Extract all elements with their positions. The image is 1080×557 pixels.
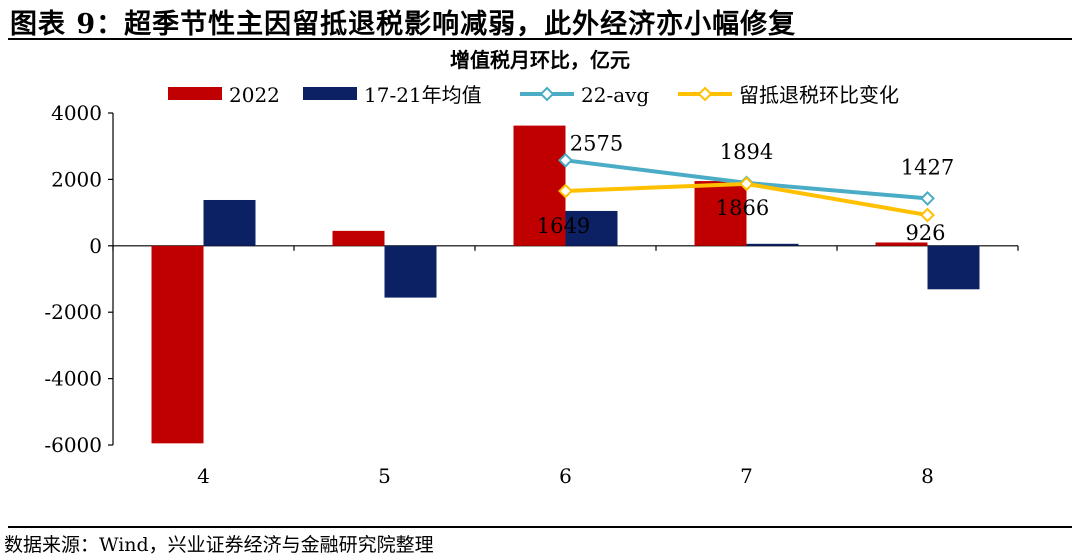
marker-refund: [558, 183, 573, 199]
data-label-22avg: 1894: [720, 140, 773, 164]
y-tick-label: 4000: [51, 101, 102, 125]
legend-marker-refund: [697, 86, 713, 102]
x-tick-label: 8: [921, 464, 934, 488]
y-tick-label: 2000: [51, 167, 102, 191]
y-tick-label: -2000: [44, 300, 102, 324]
bar-2022: [875, 242, 928, 246]
marker-refund: [739, 176, 754, 192]
marker-refund: [920, 207, 935, 223]
chart-title: 增值税月环比，亿元: [450, 48, 630, 72]
data-label-22avg: 1427: [901, 155, 954, 179]
legend-label-avg: 17-21年均值: [364, 83, 482, 107]
bar-17-21-avg: [927, 245, 980, 290]
bar-17-21-avg: [203, 199, 256, 246]
bar-17-21-avg: [746, 243, 799, 246]
legend-marker-22avg: [539, 86, 555, 102]
y-tick-label: 0: [89, 234, 102, 258]
marker-22avg: [920, 191, 935, 206]
title-divider: [8, 38, 1072, 40]
data-label-refund: 926: [905, 221, 945, 245]
source-divider: [8, 526, 1072, 528]
bar-2022: [332, 230, 385, 246]
y-tick-label: -4000: [44, 367, 102, 391]
source-note: 数据来源：Wind，兴业证券经济与金融研究院整理: [4, 534, 434, 556]
x-tick-label: 6: [559, 464, 572, 488]
x-tick-label: 7: [740, 464, 753, 488]
legend-label-2022: 2022: [229, 83, 280, 107]
axes: 4000 2000 0 -2000 -4000 -6000 4 5 6 7 8: [44, 101, 1019, 488]
bar-17-21-avg: [565, 210, 618, 246]
x-tick-label: 5: [378, 464, 391, 488]
legend-swatch-avg: [303, 87, 357, 100]
data-label-refund: 1866: [716, 196, 769, 220]
x-tick-label: 4: [197, 464, 210, 488]
bar-2022: [513, 125, 566, 246]
legend-swatch-2022: [168, 87, 222, 100]
data-label-refund: 1649: [537, 214, 590, 238]
chart: 增值税月环比，亿元 2022 17-21年均值 22-avg 留抵退税环比变化 …: [44, 48, 1019, 488]
data-label-22avg: 2575: [570, 131, 623, 155]
bar-2022: [151, 245, 204, 444]
marker-22avg: [558, 152, 573, 168]
bar-2022: [694, 181, 747, 246]
figure-title: 图表 9：超季节性主因留抵退税影响减弱，此外经济亦小幅修复: [10, 9, 797, 40]
legend-label-refund: 留抵退税环比变化: [739, 83, 899, 107]
bar-17-21-avg: [384, 245, 437, 298]
legend: 2022 17-21年均值 22-avg 留抵退税环比变化: [168, 83, 899, 107]
data-labels: 2575 1894 1427 1649 1866 926: [537, 131, 954, 245]
bars: [151, 125, 980, 444]
y-tick-label: -6000: [44, 433, 102, 457]
legend-label-22avg: 22-avg: [581, 83, 649, 107]
lines: [558, 152, 935, 223]
